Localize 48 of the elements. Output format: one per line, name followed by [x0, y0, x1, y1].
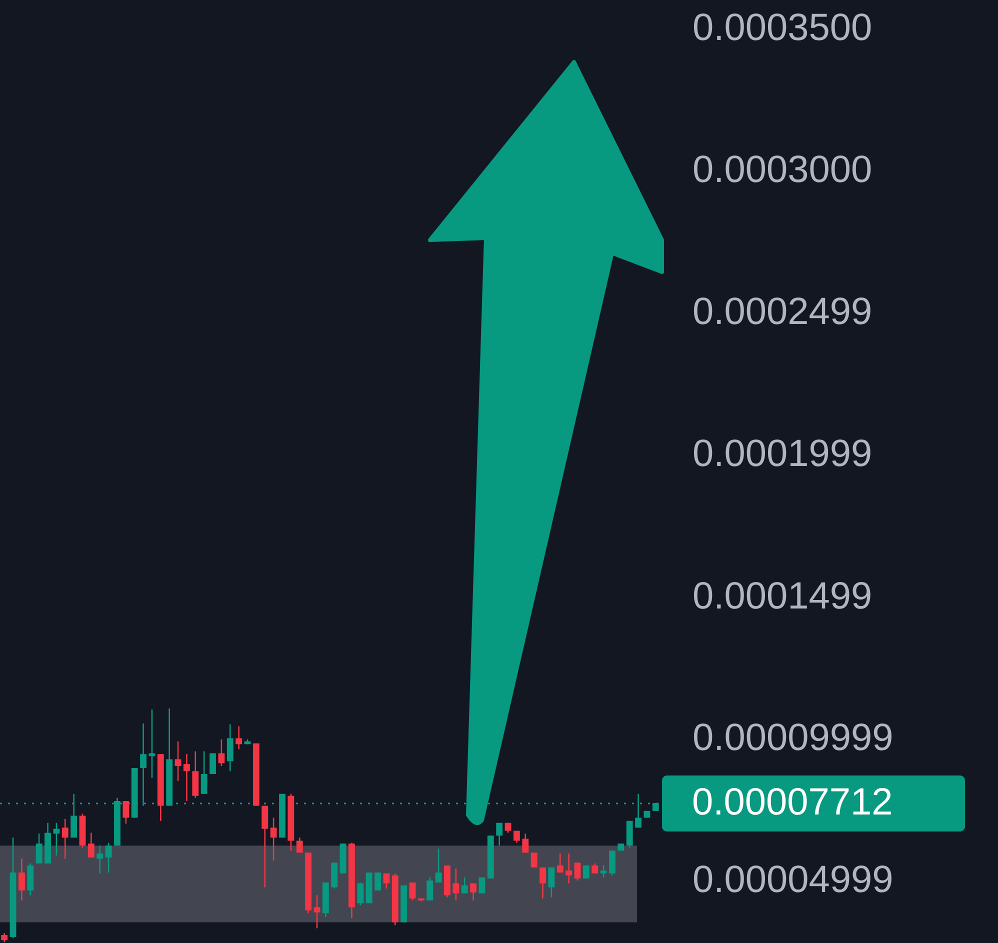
- candlestick: [566, 852, 572, 884]
- candlestick: [357, 882, 364, 906]
- candlestick: [236, 726, 242, 750]
- candlestick: [478, 876, 486, 894]
- candlestick: [470, 882, 477, 902]
- candlestick: [88, 832, 94, 858]
- candlestick: [122, 800, 130, 824]
- candlestick: [18, 858, 25, 902]
- y-tick-label: 0.0001499: [692, 575, 872, 618]
- candlestick: [452, 868, 460, 902]
- candlestick: [409, 882, 416, 902]
- candlestick: [174, 740, 182, 782]
- candlestick: [183, 753, 190, 802]
- y-tick-label: 0.0002499: [692, 291, 872, 334]
- candlestick: [592, 862, 598, 874]
- candlestick: [62, 818, 68, 860]
- candlestick: [218, 738, 225, 767]
- candlestick: [53, 822, 60, 856]
- candlestick: [36, 832, 42, 864]
- y-tick-label: 0.0003500: [692, 6, 872, 49]
- y-tick-label: 0.00009999: [692, 717, 894, 760]
- candlestick: [496, 822, 503, 846]
- y-tick-label: 0.00004999: [692, 859, 894, 902]
- candlestick: [540, 866, 546, 900]
- candlestick: [522, 832, 529, 854]
- candlestick: [383, 872, 390, 890]
- candlestick: [314, 894, 320, 929]
- candlestick: [296, 836, 303, 854]
- candlestick: [461, 876, 468, 894]
- y-tick-label: 0.0001999: [692, 433, 872, 476]
- candlestick: [105, 842, 112, 874]
- candlestick: [200, 750, 208, 795]
- candlestick: [426, 876, 434, 902]
- candlestick: [435, 848, 442, 884]
- candlestick: [270, 817, 277, 862]
- candlestick: [548, 866, 555, 898]
- candlestick: [262, 805, 268, 888]
- y-tick-label: 0.0003000: [692, 148, 872, 191]
- ref-line-label: 0.00007712: [692, 781, 893, 824]
- candlestick: [530, 852, 538, 868]
- candlestick: [609, 850, 616, 876]
- candlestick: [1, 932, 8, 943]
- candlestick: [556, 852, 564, 874]
- candlestick: [374, 872, 381, 892]
- candlestick: [226, 724, 234, 772]
- candlestick: [96, 844, 104, 874]
- candlestick: [600, 864, 607, 878]
- candlestick: [574, 862, 581, 882]
